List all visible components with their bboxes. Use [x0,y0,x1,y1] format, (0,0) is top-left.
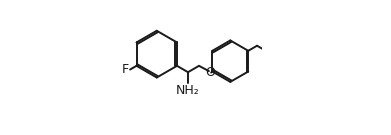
Text: NH₂: NH₂ [176,84,200,97]
Text: F: F [122,63,129,76]
Text: O: O [205,66,215,79]
